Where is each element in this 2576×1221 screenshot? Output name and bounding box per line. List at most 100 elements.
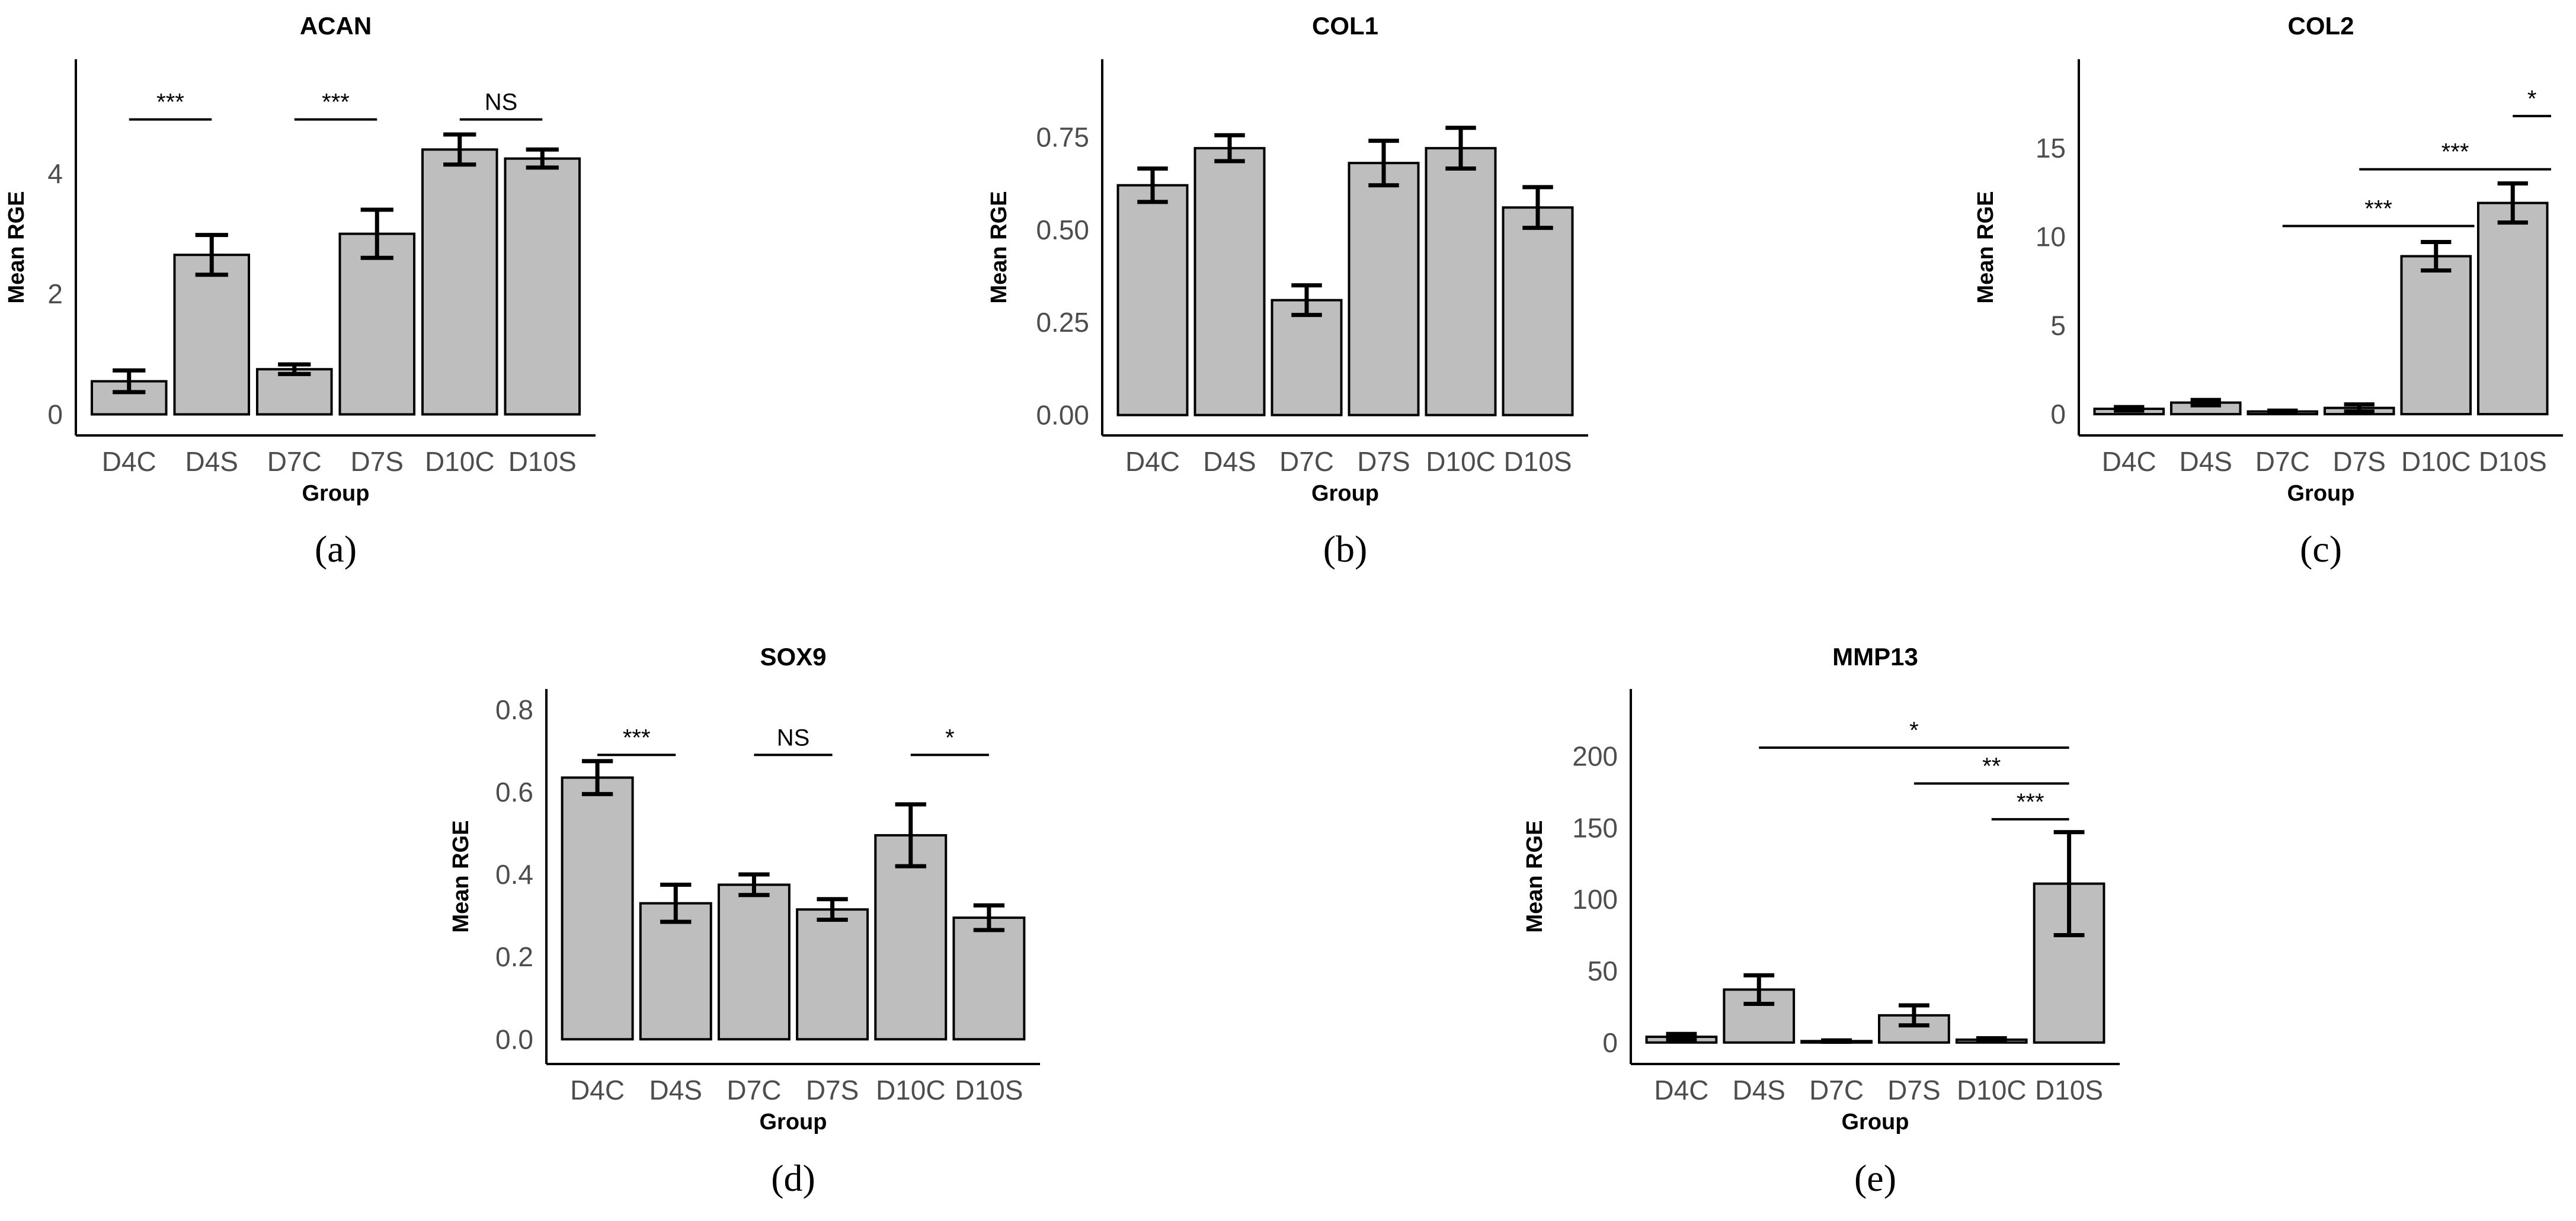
x-tick-label: D4S — [185, 446, 238, 477]
error-bar-d4s — [660, 882, 692, 924]
y-tick-label: 0.2 — [495, 941, 533, 972]
chart-panel-a: ACAN 0 2 4 D4C D4S D7C D7S D10C D10S *** *** NS Group… — [4, 12, 596, 570]
y-tick-label: 0 — [47, 399, 63, 430]
error-bar-d7s — [817, 897, 848, 922]
bar-d10c — [1425, 147, 1497, 416]
y-tick-label: 0.0 — [495, 1024, 533, 1055]
y-tick-label: 10 — [2036, 222, 2066, 252]
x-tick-label: D7S — [351, 446, 404, 477]
error-bar-d7c — [278, 362, 311, 376]
bar-d7s — [796, 908, 869, 1041]
bar-d10c — [2400, 255, 2472, 416]
error-bar-d10s — [2053, 830, 2085, 938]
x-tick-label: D10S — [955, 1075, 1023, 1105]
significance-label: * — [945, 725, 955, 751]
y-tick-label: 4 — [47, 158, 63, 189]
panel-label: (e) — [1854, 1157, 1896, 1199]
error-bar-d7c — [1821, 1038, 1852, 1044]
bar-d4s — [173, 254, 251, 416]
panel-label: (a) — [315, 528, 357, 570]
error-bar-d10c — [2421, 240, 2452, 273]
significance-label: NS — [485, 89, 518, 116]
y-tick-label: 0.75 — [1036, 121, 1089, 152]
significance-label: * — [2527, 86, 2537, 112]
x-tick-label: D4C — [570, 1075, 625, 1105]
chart-title: COL1 — [1312, 12, 1378, 40]
error-bar-d10c — [443, 132, 476, 167]
x-tick-label: D10C — [1957, 1075, 2027, 1105]
x-tick-label: D10S — [1503, 446, 1572, 477]
y-tick-label: 5 — [2050, 310, 2066, 341]
error-bar-d7c — [1291, 283, 1322, 318]
x-tick-label: D4S — [1203, 446, 1256, 477]
error-bar-d7c — [738, 872, 770, 898]
error-bar-d10s — [1522, 185, 1553, 230]
error-bar-d7s — [1368, 139, 1399, 188]
x-tick-label: D10C — [1426, 446, 1496, 477]
chart-panel-d: SOX9 0.0 0.2 0.4 0.6 0.8 D4C D4S D7C D7S D10C D10S *… — [449, 643, 1040, 1199]
significance-label: ** — [1982, 753, 2001, 779]
x-tick-label: D10C — [425, 446, 495, 477]
chart-panel-b: COL1 0.00 0.25 0.50 0.75 D4C D4S D7C D7S D10C D10S… — [987, 12, 1588, 570]
y-tick-label: 50 — [1588, 956, 1618, 986]
error-bar-d7s — [1899, 1003, 1929, 1028]
bar-d10s — [2476, 201, 2549, 416]
significance-label: *** — [2017, 789, 2044, 815]
y-tick-label: 0 — [1602, 1027, 1618, 1058]
error-bar-d10s — [2497, 181, 2528, 225]
significance-label: *** — [2364, 196, 2392, 222]
chart-title: ACAN — [300, 12, 372, 40]
bar-d10c — [874, 834, 948, 1041]
error-bar-d7s — [2344, 402, 2375, 414]
x-axis-title: Group — [302, 481, 370, 506]
x-axis-title: Group — [2287, 481, 2355, 506]
bar-d10s — [952, 916, 1026, 1041]
bar-d7s — [338, 232, 416, 416]
y-tick-label: 0.4 — [495, 859, 533, 890]
panel-label: (d) — [771, 1157, 815, 1199]
x-tick-label: D7C — [1279, 446, 1334, 477]
error-bar-d7s — [360, 207, 393, 260]
y-tick-label: 0.8 — [495, 694, 533, 725]
bar-d4c — [561, 776, 634, 1041]
error-bar-d4c — [1666, 1031, 1697, 1042]
error-bar-d4s — [195, 233, 228, 277]
x-tick-label: D7C — [727, 1075, 781, 1105]
x-tick-label: D7S — [806, 1075, 859, 1105]
significance-label: *** — [322, 89, 350, 116]
panel-label: (b) — [1323, 528, 1368, 570]
significance-label: *** — [2441, 139, 2469, 165]
error-bar-d10s — [526, 147, 559, 170]
bar-d7s — [1348, 162, 1420, 416]
y-tick-label: 0.00 — [1036, 400, 1089, 431]
error-bar-d7c — [2267, 408, 2298, 415]
x-tick-label: D10S — [2479, 446, 2547, 477]
y-tick-label: 200 — [1572, 741, 1618, 772]
chart-title: COL2 — [2287, 12, 2354, 40]
y-axis-title: Mean RGE — [987, 191, 1012, 303]
significance-label: *** — [623, 725, 651, 751]
panel-label: (c) — [2300, 528, 2342, 570]
y-tick-label: 2 — [47, 278, 63, 309]
error-bar-d10s — [973, 903, 1005, 932]
x-tick-label: D7C — [267, 446, 322, 477]
chart-title: MMP13 — [1832, 643, 1918, 671]
error-bar-d4c — [113, 368, 146, 395]
bar-d4s — [639, 902, 712, 1041]
bar-d4s — [1193, 147, 1266, 416]
error-bar-d4c — [1137, 166, 1168, 204]
y-tick-label: 0.6 — [495, 777, 533, 807]
y-tick-label: 0.25 — [1036, 307, 1089, 338]
bar-d10s — [504, 157, 581, 416]
x-tick-label: D7S — [1357, 446, 1410, 477]
x-tick-label: D4S — [649, 1075, 702, 1105]
y-tick-label: 0.50 — [1036, 214, 1089, 245]
error-bar-d4c — [581, 759, 613, 796]
bar-d10s — [1502, 206, 1574, 416]
chart-title: SOX9 — [760, 643, 826, 671]
x-tick-label: D7C — [1809, 1075, 1864, 1105]
error-bar-d4s — [1214, 133, 1245, 164]
bar-d10c — [421, 148, 498, 416]
bar-d4c — [1116, 184, 1189, 416]
